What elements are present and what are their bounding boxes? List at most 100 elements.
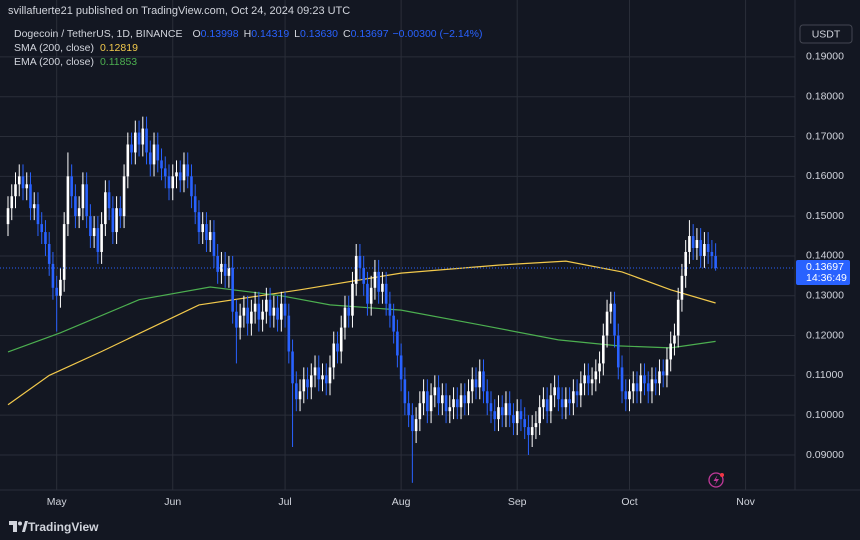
candle-body <box>287 315 291 352</box>
candle-body <box>485 391 489 404</box>
indicators <box>7 260 716 406</box>
candle-body <box>695 240 699 248</box>
candle-body <box>598 363 601 372</box>
y-tick-label: 0.18000 <box>806 91 844 103</box>
candle-body <box>366 283 369 304</box>
candle-body <box>392 315 395 332</box>
candle-body <box>399 355 403 380</box>
x-tick-label: Aug <box>392 496 411 508</box>
candle-body <box>111 208 115 233</box>
candle-body <box>467 391 470 404</box>
candle-body <box>306 379 309 388</box>
candle-body <box>309 375 313 388</box>
candle-body <box>669 343 672 360</box>
candle-body <box>182 164 186 181</box>
sma-value: 0.12819 <box>99 42 138 54</box>
ohlc-item: L0.13630 <box>294 28 338 40</box>
legend-sma: SMA (200, close) 0.12819 <box>14 42 138 54</box>
candle-body <box>25 184 29 189</box>
candle-body <box>47 244 51 264</box>
y-tick-label: 0.11000 <box>806 369 843 381</box>
candle-body <box>51 263 55 288</box>
candle-body <box>459 395 463 408</box>
candle-body <box>572 391 575 404</box>
legend-ema: EMA (200, close) 0.11853 <box>14 56 137 68</box>
candle-body <box>493 411 497 420</box>
candle-body <box>523 419 526 428</box>
candle-body <box>646 383 650 392</box>
brand: TradingView <box>28 520 99 534</box>
candle-body <box>152 144 156 165</box>
candles <box>6 116 717 483</box>
candle-body <box>257 303 261 320</box>
candle-body <box>422 391 425 404</box>
candle-body <box>377 271 380 292</box>
candle-body <box>463 395 467 404</box>
candle-body <box>504 403 508 416</box>
candle-body <box>403 379 407 404</box>
candle-body <box>605 311 609 336</box>
candle-body <box>294 383 298 400</box>
candle-body <box>613 303 616 336</box>
ohlc-item: H0.14319 <box>244 28 290 40</box>
candle-body <box>122 176 126 217</box>
currency-box[interactable] <box>799 24 853 44</box>
candle-body <box>388 303 392 316</box>
candle-body <box>433 387 437 396</box>
candle-body <box>227 267 231 276</box>
candle-body <box>482 371 485 392</box>
candle-body <box>691 236 695 248</box>
sma-name: SMA (200, close) <box>14 42 94 54</box>
lightning-icon[interactable] <box>708 472 724 488</box>
candle-body <box>384 283 388 304</box>
candle-body <box>560 399 564 408</box>
candle-body <box>628 391 631 400</box>
candle-body <box>602 335 605 364</box>
candle-body <box>373 271 377 288</box>
candle-body <box>620 367 624 392</box>
candle-body <box>238 315 242 328</box>
last-price-label: 0.13697 <box>806 261 844 273</box>
candle-body <box>549 395 553 412</box>
candle-body <box>643 375 646 384</box>
candle-body <box>148 152 152 165</box>
candle-body <box>351 283 354 316</box>
ohlc-value: 0.13998 <box>200 28 239 40</box>
indicator-line <box>7 286 716 353</box>
candle-body <box>512 415 515 424</box>
candle-body <box>575 391 579 396</box>
candle-body <box>688 236 691 252</box>
candle-body <box>107 192 111 209</box>
candle-body <box>186 164 190 177</box>
candle-body <box>362 267 365 284</box>
candle-body <box>489 403 493 412</box>
candle-body <box>684 251 687 276</box>
candle-body <box>324 375 328 384</box>
candle-body <box>96 228 100 252</box>
ema-value: 0.11853 <box>99 56 138 68</box>
countdown-label: 14:36:49 <box>806 272 847 284</box>
candle-body <box>104 192 107 225</box>
candle-body <box>272 307 276 316</box>
candle-body <box>313 367 317 376</box>
candle-body <box>160 160 163 169</box>
candle-body <box>336 343 339 352</box>
candle-body <box>280 303 283 320</box>
candle-body <box>590 379 594 384</box>
y-tick-label: 0.16000 <box>806 170 844 182</box>
candle-body <box>339 327 343 352</box>
candle-body <box>81 184 85 209</box>
candle-body <box>201 224 204 233</box>
candle-body <box>568 399 571 404</box>
candle-body <box>40 224 44 233</box>
ohlc-label: O <box>192 28 201 40</box>
candle-body <box>77 208 81 217</box>
candle-body <box>36 204 40 225</box>
y-tick-label: 0.17000 <box>806 130 844 142</box>
candle-body <box>156 144 160 161</box>
candle-body <box>579 383 583 396</box>
candle-body <box>171 176 175 189</box>
candle-body <box>321 375 324 380</box>
candle-body <box>163 168 167 177</box>
